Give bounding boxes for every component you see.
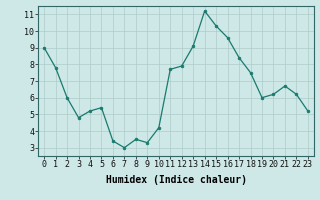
X-axis label: Humidex (Indice chaleur): Humidex (Indice chaleur) (106, 175, 246, 185)
